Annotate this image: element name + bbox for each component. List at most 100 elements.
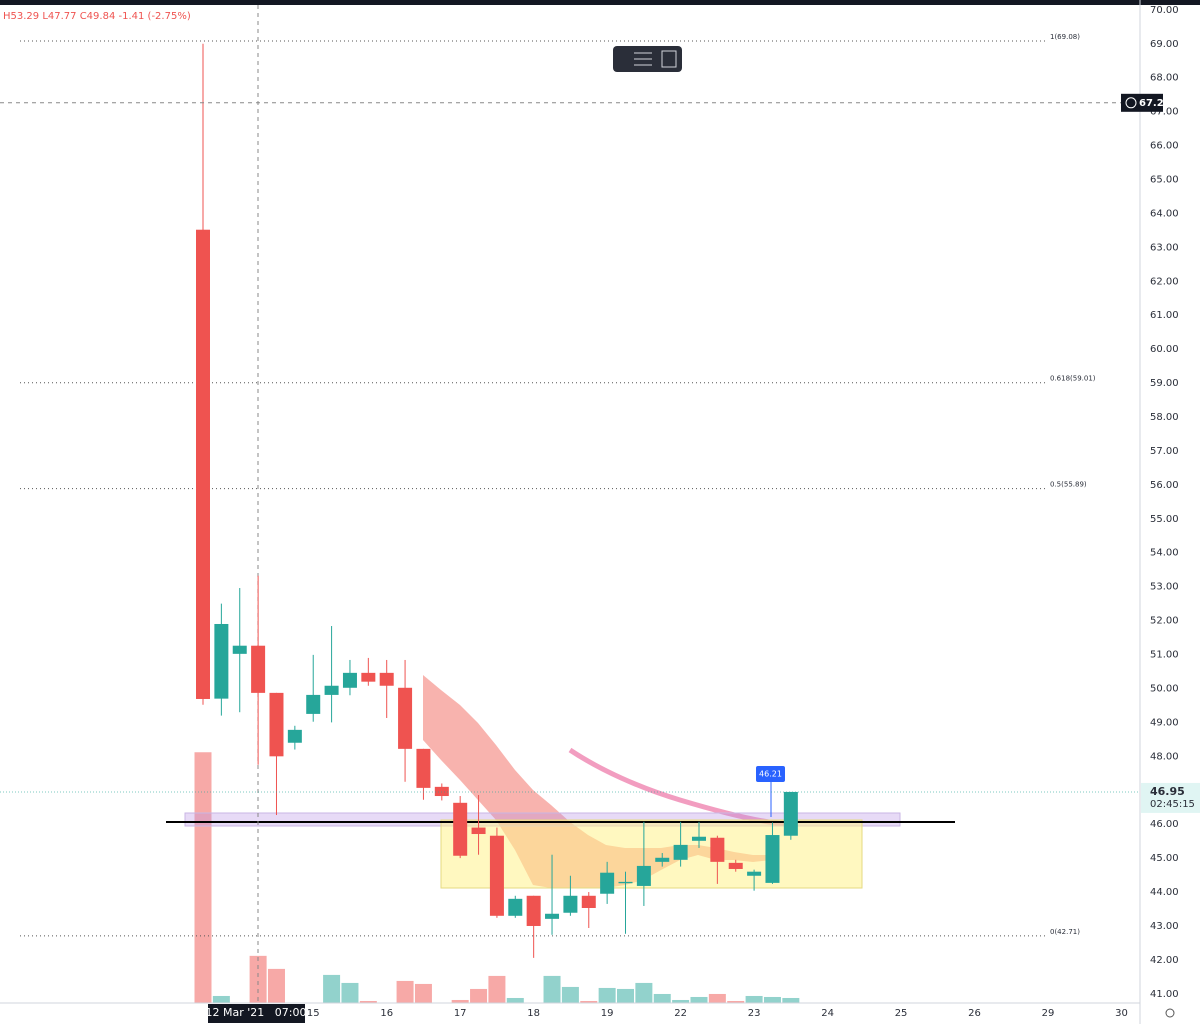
candle-body: [673, 844, 688, 860]
fib-label: 1(69.08): [1050, 33, 1080, 41]
y-tick-label: 69.00: [1150, 39, 1179, 50]
consolidation-zone: [440, 819, 863, 889]
candle-body: [710, 837, 725, 862]
candle-body: [545, 913, 560, 919]
x-tick-label: 18: [527, 1008, 540, 1019]
candle-body: [196, 229, 210, 699]
y-tick-label: 50.00: [1150, 683, 1179, 694]
x-tick-label: 24: [821, 1008, 834, 1019]
y-tick-label: 68.00: [1150, 73, 1179, 84]
callout-label: 46.21: [759, 770, 782, 779]
y-tick-label: 57.00: [1150, 446, 1179, 457]
volume-bar: [488, 975, 506, 1003]
candle-body: [361, 672, 376, 682]
y-tick-label: 44.00: [1150, 887, 1179, 898]
y-tick-label: 51.00: [1150, 650, 1179, 661]
x-tick-label: 29: [1042, 1008, 1055, 1019]
callout-box: [756, 766, 785, 782]
x-tick-label: 26: [968, 1008, 981, 1019]
volume-bar: [396, 980, 414, 1003]
candle-body: [508, 898, 523, 916]
y-tick-label: 60.00: [1150, 344, 1179, 355]
last-price-box: [1141, 782, 1200, 813]
x-tick-label: 23: [748, 1008, 761, 1019]
candle-body: [214, 623, 229, 699]
candle-body: [747, 871, 762, 876]
x-tick-label: 25: [895, 1008, 908, 1019]
y-tick-label: 56.00: [1150, 480, 1179, 491]
candle-body: [563, 895, 578, 913]
volume-bar: [451, 999, 469, 1003]
candle-body: [251, 645, 266, 693]
y-tick-label: 49.00: [1150, 717, 1179, 728]
candle-body: [783, 791, 798, 836]
x-tick-label: 16: [380, 1008, 393, 1019]
volume-bar: [635, 982, 653, 1003]
volume-bar: [708, 993, 726, 1003]
candle-body: [728, 862, 743, 869]
candle-body: [232, 645, 247, 654]
volume-bar: [763, 996, 781, 1003]
candle-body: [269, 692, 284, 757]
candle-body: [618, 881, 633, 884]
drawing-toolbar[interactable]: [613, 46, 682, 72]
volume-bar: [598, 987, 616, 1003]
volume-bar: [249, 955, 267, 1003]
x-tick-label: 22: [674, 1008, 687, 1019]
y-tick-label: 43.00: [1150, 921, 1179, 932]
fib-label: 0.5(55.89): [1050, 481, 1087, 489]
fib-label: 0(42.71): [1050, 928, 1080, 936]
volume-bar: [470, 988, 488, 1003]
candle-body: [581, 895, 596, 908]
x-tick-label: 15: [307, 1008, 320, 1019]
candle-body: [526, 895, 541, 926]
last-price-label: 46.95: [1150, 785, 1185, 798]
candle-body: [489, 835, 504, 916]
volume-bar: [690, 996, 708, 1003]
candle-body: [471, 827, 486, 835]
settings-icon[interactable]: [1165, 1008, 1175, 1018]
y-tick-label: 66.00: [1150, 141, 1179, 152]
volume-bar: [267, 968, 285, 1003]
y-tick-label: 64.00: [1150, 208, 1179, 219]
y-tick-label: 46.00: [1150, 819, 1179, 830]
toolbar-icon: [661, 50, 677, 68]
volume-bar: [653, 993, 671, 1003]
candle-body: [324, 685, 339, 695]
candle-body: [434, 786, 449, 797]
fib-label: 0.618(59.01): [1050, 375, 1096, 383]
crosshair-price-label: 67.26: [1139, 98, 1171, 109]
y-tick-label: 58.00: [1150, 412, 1179, 423]
y-tick-label: 67.00: [1150, 107, 1179, 118]
candle-body: [691, 836, 706, 841]
y-tick-label: 53.00: [1150, 582, 1179, 593]
volume-bar: [414, 983, 432, 1003]
ohlc-header: H53.29 L47.77 C49.84 -1.41 (-2.75%): [3, 11, 191, 22]
y-tick-label: 65.00: [1150, 174, 1179, 185]
y-tick-label: 70.00: [1150, 5, 1179, 16]
x-tick-label: 17: [454, 1008, 467, 1019]
candle-body: [453, 802, 468, 856]
volume-bar: [617, 988, 635, 1003]
volume-bar: [782, 997, 800, 1003]
volume-bar: [194, 752, 212, 1003]
volume-bar: [341, 982, 359, 1003]
top-bar: [0, 0, 1200, 5]
y-tick-label: 42.00: [1150, 955, 1179, 966]
y-tick-label: 61.00: [1150, 310, 1179, 321]
countdown-label: 02:45:15: [1150, 799, 1195, 810]
y-tick-label: 54.00: [1150, 548, 1179, 559]
volume-bar: [561, 986, 579, 1003]
volume-bar: [580, 1000, 598, 1003]
y-tick-label: 63.00: [1150, 242, 1179, 253]
candle-body: [655, 857, 670, 862]
volume-bar: [745, 995, 763, 1003]
volume-bar: [323, 974, 341, 1003]
volume-bar: [506, 997, 524, 1003]
y-tick-label: 55.00: [1150, 514, 1179, 525]
y-tick-label: 41.00: [1150, 989, 1179, 1000]
volume-bar: [543, 975, 561, 1003]
y-tick-label: 45.00: [1150, 853, 1179, 864]
candle-body: [398, 687, 413, 749]
